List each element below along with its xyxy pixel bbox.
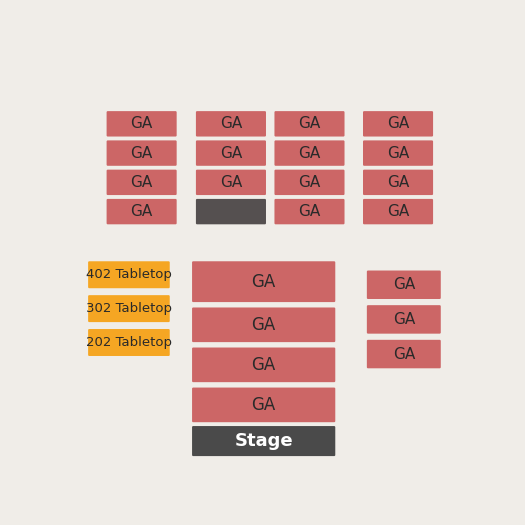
Text: GA: GA	[220, 175, 242, 190]
Text: 202 Tabletop: 202 Tabletop	[86, 336, 172, 349]
FancyBboxPatch shape	[107, 140, 176, 166]
FancyBboxPatch shape	[363, 140, 433, 166]
Text: GA: GA	[387, 204, 409, 219]
Text: GA: GA	[220, 145, 242, 161]
FancyBboxPatch shape	[367, 305, 441, 334]
FancyBboxPatch shape	[107, 170, 176, 195]
FancyBboxPatch shape	[88, 329, 170, 356]
Text: GA: GA	[387, 145, 409, 161]
Text: GA: GA	[298, 117, 321, 131]
FancyBboxPatch shape	[363, 199, 433, 224]
Text: GA: GA	[131, 145, 153, 161]
Text: GA: GA	[393, 312, 415, 327]
Text: GA: GA	[393, 277, 415, 292]
Text: GA: GA	[131, 175, 153, 190]
Text: GA: GA	[387, 117, 409, 131]
FancyBboxPatch shape	[363, 170, 433, 195]
FancyBboxPatch shape	[367, 340, 441, 369]
FancyBboxPatch shape	[196, 111, 266, 136]
FancyBboxPatch shape	[88, 261, 170, 288]
Text: 402 Tabletop: 402 Tabletop	[86, 268, 172, 281]
Text: GA: GA	[298, 204, 321, 219]
Text: GA: GA	[131, 204, 153, 219]
FancyBboxPatch shape	[107, 111, 176, 136]
FancyBboxPatch shape	[275, 199, 344, 224]
Text: GA: GA	[251, 316, 276, 334]
FancyBboxPatch shape	[367, 270, 441, 299]
FancyBboxPatch shape	[192, 387, 335, 422]
FancyBboxPatch shape	[88, 295, 170, 322]
FancyBboxPatch shape	[196, 199, 266, 224]
FancyBboxPatch shape	[192, 426, 335, 456]
Text: GA: GA	[251, 272, 276, 291]
Text: GA: GA	[298, 145, 321, 161]
FancyBboxPatch shape	[192, 348, 335, 382]
Text: Stage: Stage	[234, 432, 293, 450]
FancyBboxPatch shape	[275, 170, 344, 195]
FancyBboxPatch shape	[196, 140, 266, 166]
Text: GA: GA	[393, 346, 415, 362]
FancyBboxPatch shape	[275, 140, 344, 166]
FancyBboxPatch shape	[192, 308, 335, 342]
Text: 302 Tabletop: 302 Tabletop	[86, 302, 172, 315]
Text: GA: GA	[251, 396, 276, 414]
FancyBboxPatch shape	[107, 199, 176, 224]
Text: GA: GA	[298, 175, 321, 190]
Text: GA: GA	[131, 117, 153, 131]
Text: GA: GA	[387, 175, 409, 190]
FancyBboxPatch shape	[275, 111, 344, 136]
FancyBboxPatch shape	[196, 170, 266, 195]
FancyBboxPatch shape	[192, 261, 335, 302]
Text: GA: GA	[251, 356, 276, 374]
Text: GA: GA	[220, 117, 242, 131]
FancyBboxPatch shape	[363, 111, 433, 136]
